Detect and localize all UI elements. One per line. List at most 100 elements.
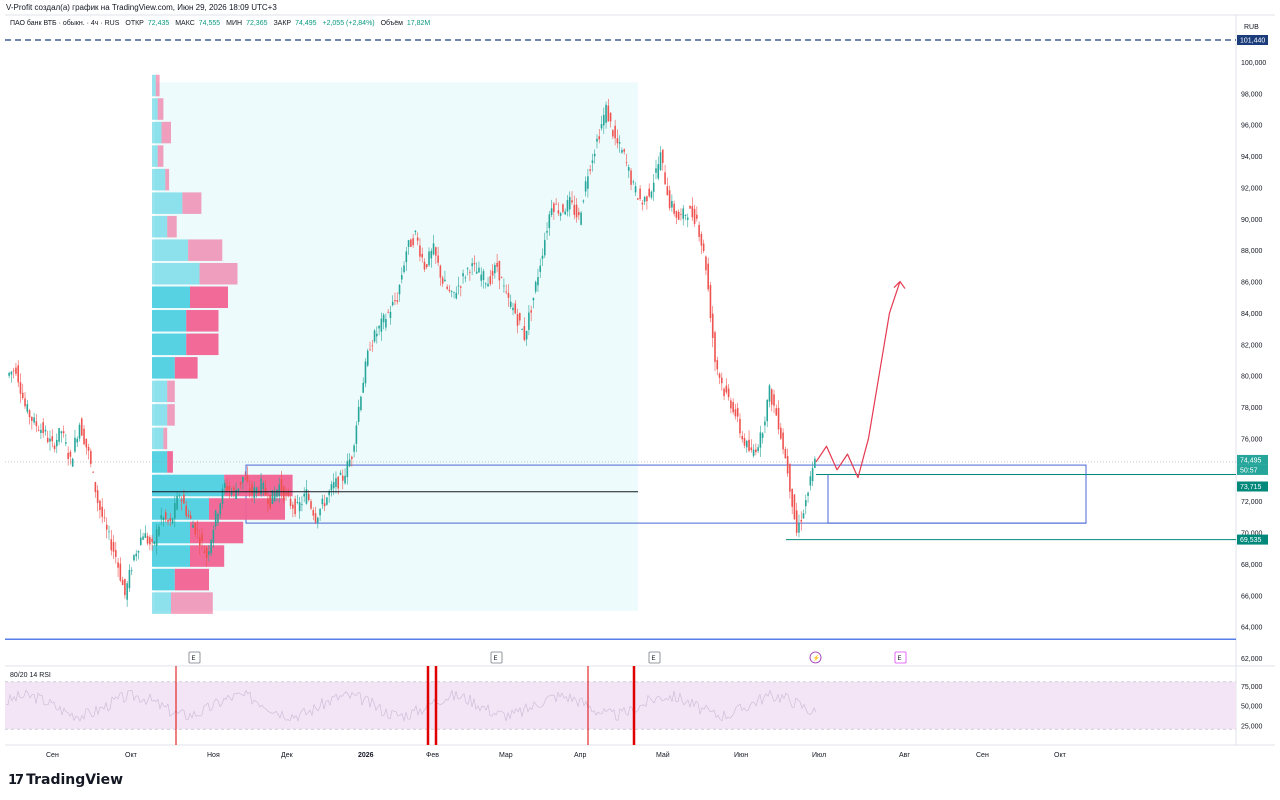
candle-body [278,484,281,497]
dividend-event-icon [809,651,822,664]
rsi-line [5,689,817,722]
candle-body [412,238,414,246]
candle-body [748,439,750,451]
time-axis-tick: Сен [46,752,59,759]
candle-body [355,425,358,444]
candle-body [124,578,126,596]
candle-body [139,537,142,545]
candle-body [453,291,455,293]
candle-body [575,204,578,218]
volume-profile-buy-bar [152,215,168,238]
candle-body [689,205,691,209]
volume-profile-buy-bar [152,474,225,497]
event-marker-label: E [898,656,902,662]
candle-body [612,130,614,137]
symbol-name[interactable]: ПАО банк ВТБ · обыкн. · 4ч · RUS [10,20,120,27]
candle-body [786,456,789,474]
rsi-band-background [5,681,1236,730]
volume-profile-buy-bar [152,427,164,450]
candle-body [55,439,58,447]
candle-body [761,433,764,438]
candle-body [35,421,38,427]
candle-body [99,500,101,511]
candle-body [94,482,97,493]
price-axis-tick: 76,000 [1241,436,1263,443]
volume-profile-buy-bar [152,568,175,591]
author-line: V-Profit создал(а) график на TradingView… [6,3,277,12]
candle-body [312,510,315,516]
candle-body [101,506,103,517]
candle-body [566,200,569,212]
candle-body [289,498,292,507]
candle-body [621,150,623,153]
candle-body [394,300,396,302]
candle-body [42,422,44,434]
candle-body [727,388,730,398]
candle-body [198,537,201,546]
candle-body [616,138,619,144]
candle-body [618,142,621,144]
candle-body [668,190,671,209]
high-label: МАКС [175,20,195,27]
price-axis-tick: 64,000 [1241,625,1263,632]
candle-body [435,247,437,256]
candle-body [146,535,149,544]
candle-body [519,313,521,321]
change-value: +2,055 (+2,84%) [322,20,375,27]
candle-body [562,204,564,213]
candle-body [387,311,389,313]
price-axis-tick: 72,000 [1241,499,1263,506]
candle-body [96,490,99,503]
candle-body [10,371,13,375]
candle-body [446,286,448,289]
high-price-label: 101,440 [1240,38,1265,45]
close-value: 74,495 [295,20,317,27]
rsi-axis-tick: 75,000 [1241,684,1263,691]
candle-body [296,502,299,503]
event-marker-label: E [494,656,498,662]
candle-body [62,431,65,434]
price-axis-tick: 80,000 [1241,374,1263,381]
event-marker-label: ⚡ [813,654,820,662]
candle-body [33,417,35,423]
candle-body [609,112,612,122]
projection-arrow-head-icon [893,280,906,289]
candle-body [471,263,473,267]
projection-arrow-path [815,281,901,479]
volume-profile-sell-bar [188,239,223,261]
candle-body [400,275,403,280]
tradingview-logo[interactable]: 17 TradingView [8,772,123,788]
candle-body [58,428,60,442]
rsi-axis-tick: 50,000 [1241,704,1263,711]
candle-body [255,487,258,494]
candle-body [686,217,689,220]
candle-body [675,211,678,218]
candle-body [530,310,532,313]
candle-body [110,539,113,551]
time-axis-tick: Окт [1054,752,1067,759]
candle-body [319,508,321,516]
candle-body [591,160,594,163]
volume-profile-buy-bar [152,168,166,191]
candle-body [473,262,476,265]
candle-body [105,524,108,530]
candle-body [78,424,81,439]
candle-body [568,196,571,210]
candle-body [750,447,753,451]
candle-body [630,170,632,185]
candle-body [398,284,401,295]
volume-profile-buy-bar [152,239,189,261]
candle-body [21,392,24,399]
candle-body [721,377,723,384]
candle-body [664,172,666,185]
rsi-indicator-label[interactable]: 80/20 14 RSI [10,672,51,679]
candle-body [643,196,646,202]
candle-body [723,388,725,397]
candle-body [639,188,641,199]
symbol-legend: ПАО банк ВТБ · обыкн. · 4ч · RUS ОТКР 72,… [10,20,434,27]
volume-profile-sell-bar [186,310,219,332]
candle-body [205,548,208,558]
candle-body [305,489,308,504]
candle-body [164,512,167,520]
